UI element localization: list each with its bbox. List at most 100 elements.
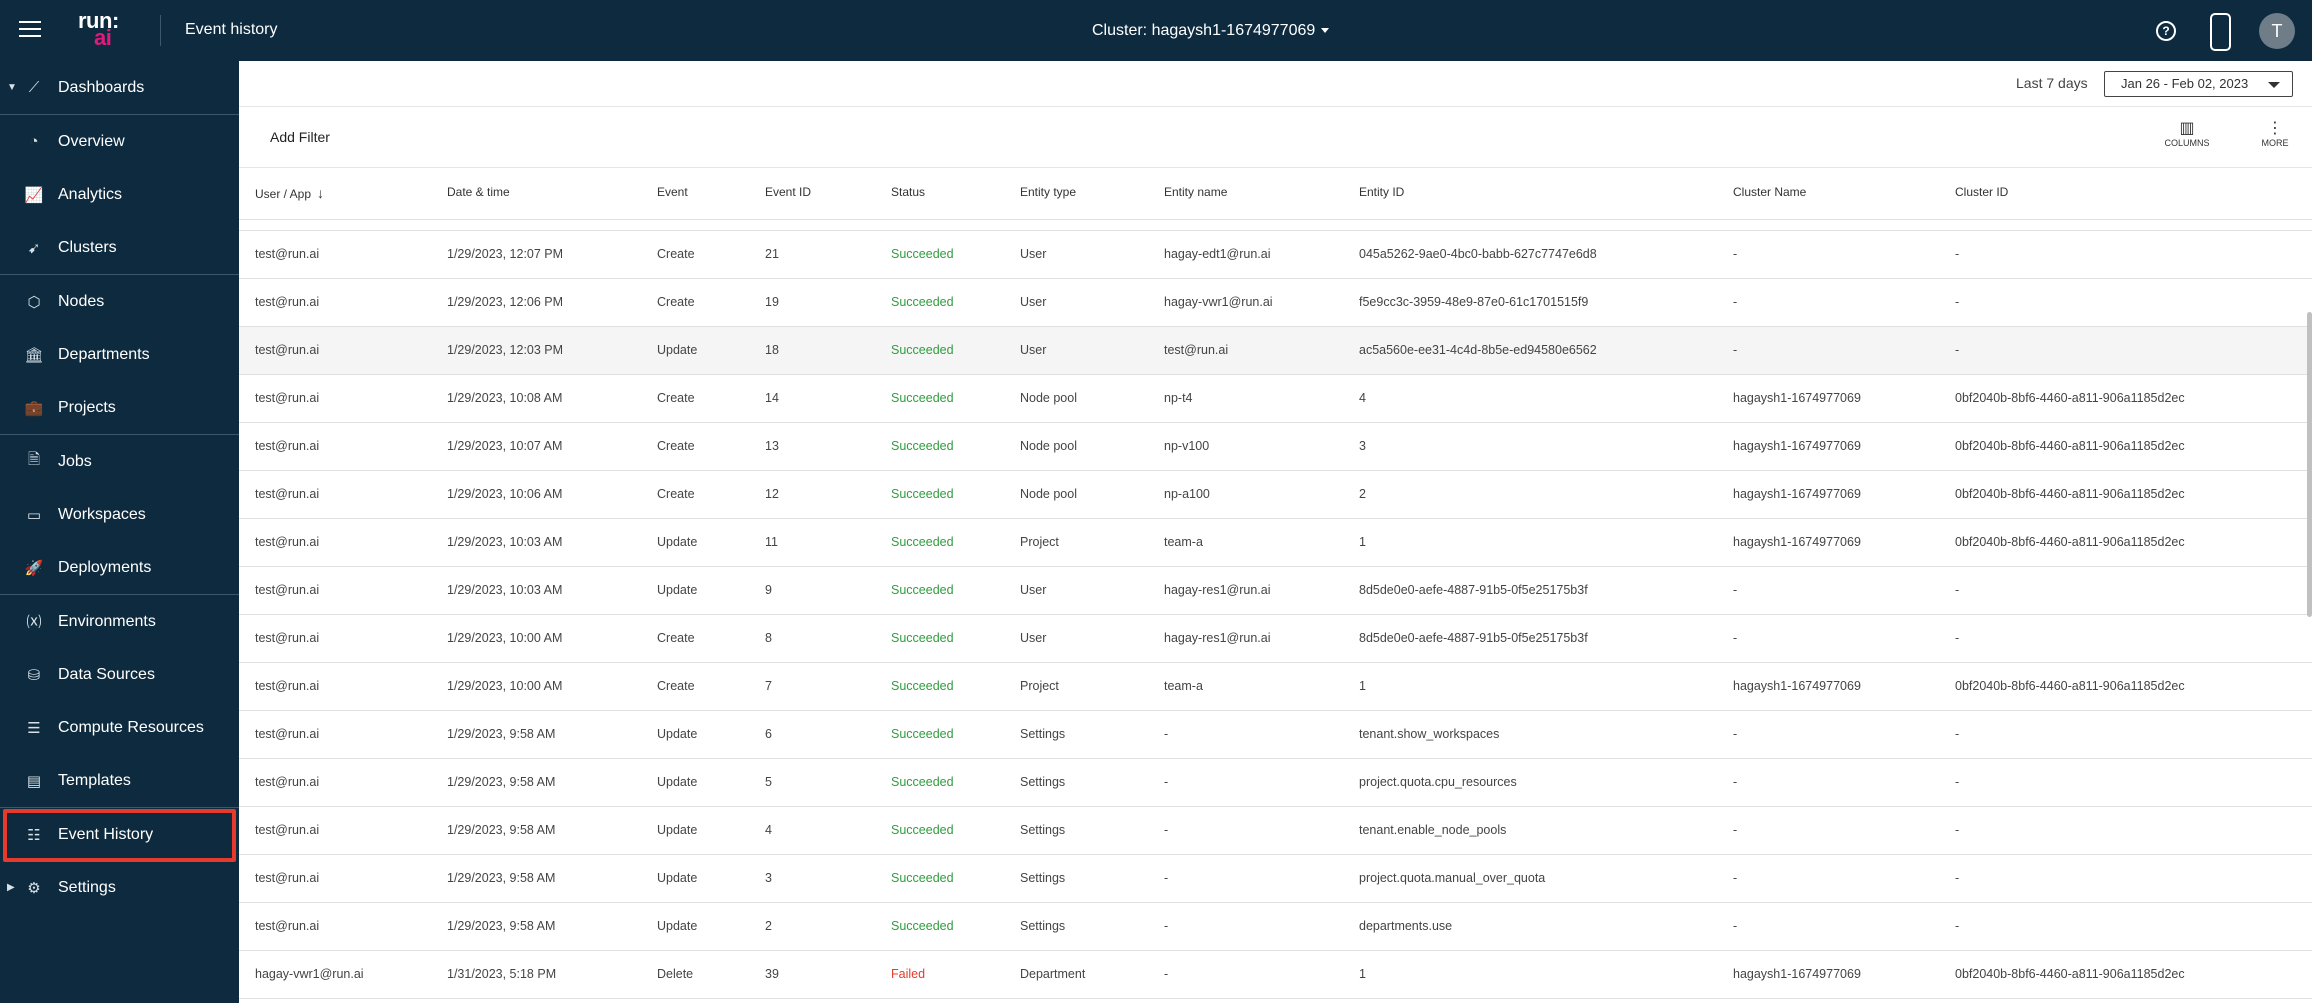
scrollbar-thumb[interactable] <box>2307 312 2312 617</box>
vertical-scrollbar[interactable] <box>2307 207 2312 1003</box>
cell-entity-type: Settings <box>1020 727 1066 741</box>
column-header-label: Event ID <box>765 185 812 199</box>
table-row[interactable]: test@run.ai 1/29/2023, 10:07 AM Create 13 Su… <box>239 423 2312 471</box>
sidebar-item-workspaces[interactable]: ▭ Workspaces <box>0 488 239 541</box>
table-row[interactable]: test@run.ai 1/29/2023, 10:08 AM Create 14 Su… <box>239 375 2312 423</box>
column-header-status[interactable]: Status <box>891 185 925 199</box>
hamburger-menu-icon[interactable] <box>19 21 41 39</box>
sidebar-item-dashboards[interactable]: ▼ ⟋ Dashboards <box>0 61 239 114</box>
cell-event-id: 8 <box>765 631 772 645</box>
cell-status: Succeeded <box>891 871 954 885</box>
sidebar-item-nodes[interactable]: ⬡ Nodes <box>0 275 239 328</box>
column-header-event[interactable]: Event <box>657 185 688 199</box>
add-filter-button[interactable]: Add Filter <box>270 129 330 145</box>
sidebar: ▼ ⟋ Dashboards ◔ Overview 📈 Analytics ➹ Clusters… <box>0 61 239 1003</box>
table-row[interactable]: test@run.ai 1/29/2023, 10:00 AM Create 7 Suc… <box>239 663 2312 711</box>
sidebar-item-settings[interactable]: ▶ ⚙ Settings <box>0 861 239 914</box>
sidebar-item-projects[interactable]: 💼 Projects <box>0 381 239 434</box>
column-header-user-app[interactable]: User / App ↓ <box>255 185 324 201</box>
sidebar-divider <box>0 274 239 275</box>
active-item-highlight <box>3 809 236 862</box>
expand-right-icon[interactable]: ▶ <box>7 882 15 893</box>
sidebar-item-compute-resources[interactable]: ☰ Compute Resources <box>0 701 239 754</box>
sort-arrow-down-icon[interactable]: ↓ <box>317 185 325 201</box>
table-row[interactable]: test@run.ai 1/29/2023, 10:00 AM Create 8 Suc… <box>239 615 2312 663</box>
cell-cluster-id: 0bf2040b-8bf6-4460-a811-906a1185d2ec <box>1955 967 2185 981</box>
cell-event-id: 5 <box>765 775 772 789</box>
cell-entity-id: project.quota.cpu_resources <box>1359 775 1517 789</box>
cell-date-time: 1/29/2023, 10:00 AM <box>447 631 563 645</box>
table-row[interactable]: test@run.ai 1/29/2023, 9:58 AM Update 2 Succ… <box>239 903 2312 951</box>
table-row[interactable]: test@run.ai 1/29/2023, 9:58 AM Update 5 Succ… <box>239 759 2312 807</box>
cell-user-app: test@run.ai <box>255 919 320 933</box>
cell-event-id: 7 <box>765 679 772 693</box>
device-icon[interactable] <box>2210 13 2231 51</box>
table-row[interactable]: test@run.ai 1/29/2023, 12:06 PM Create 19 Su… <box>239 279 2312 327</box>
cell-entity-name: hagay-edt1@run.ai <box>1164 247 1271 261</box>
cell-user-app: test@run.ai <box>255 679 320 693</box>
sidebar-item-departments[interactable]: 🏛 Departments <box>0 328 239 381</box>
cell-cluster-name: - <box>1733 919 1738 933</box>
sidebar-item-environments[interactable]: ⒳ Environments <box>0 595 239 648</box>
sidebar-item-clusters[interactable]: ➹ Clusters <box>0 221 239 274</box>
cell-entity-name: hagay-res1@run.ai <box>1164 631 1271 645</box>
cell-entity-type: Node pool <box>1020 439 1077 453</box>
sidebar-item-label: Environments <box>58 612 156 630</box>
column-header-entity-id[interactable]: Entity ID <box>1359 185 1404 199</box>
sidebar-item-event-history[interactable]: ☷ Event History <box>0 808 239 862</box>
cell-entity-name: np-t4 <box>1164 391 1193 405</box>
cell-event-id: 11 <box>765 535 778 549</box>
sidebar-item-overview[interactable]: ◔ Overview <box>0 115 239 168</box>
cell-date-time: 1/29/2023, 9:58 AM <box>447 919 556 933</box>
sidebar-item-templates[interactable]: ▤ Templates <box>0 754 239 807</box>
cell-entity-name: - <box>1164 823 1169 837</box>
runai-logo[interactable]: run: ai <box>78 10 134 52</box>
column-header-label: Cluster ID <box>1955 185 2009 199</box>
more-vert-icon: ⋮ <box>2267 120 2283 137</box>
table-row[interactable]: hagay-vwr1@run.ai 1/31/2023, 5:18 PM Delet… <box>239 951 2312 999</box>
cluster-selector[interactable]: Cluster: hagaysh1-1674977069 <box>1092 22 1330 40</box>
sidebar-item-label: Workspaces <box>58 505 146 523</box>
cell-entity-type: Settings <box>1020 775 1066 789</box>
column-header-date-time[interactable]: Date & time <box>447 185 510 199</box>
cell-entity-type: Node pool <box>1020 487 1077 501</box>
table-row[interactable]: test@run.ai 1/29/2023, 9:58 AM Update 3 Succ… <box>239 855 2312 903</box>
table-row[interactable]: test@run.ai 1/29/2023, 10:06 AM Create 12 Su… <box>239 471 2312 519</box>
sidebar-item-analytics[interactable]: 📈 Analytics <box>0 168 239 221</box>
table-row[interactable]: test@run.ai 1/29/2023, 9:58 AM Update 6 Succ… <box>239 711 2312 759</box>
cell-event: Update <box>657 727 698 741</box>
user-avatar[interactable]: T <box>2259 13 2295 49</box>
column-header-label: Entity name <box>1164 185 1228 199</box>
more-button[interactable]: ⋮ MORE <box>2245 120 2305 148</box>
column-header-cluster-name[interactable]: Cluster Name <box>1733 185 1806 199</box>
settings-icon: ⚙ <box>27 879 41 897</box>
column-header-entity-name[interactable]: Entity name <box>1164 185 1227 199</box>
table-row[interactable]: test@run.ai 1/29/2023, 10:03 AM Update 9 Suc… <box>239 567 2312 615</box>
table-row[interactable]: test@run.ai 1/29/2023, 12:03 PM Update 18 Su… <box>239 327 2312 375</box>
column-header-cluster-id[interactable]: Cluster ID <box>1955 185 2008 199</box>
date-range-select[interactable]: Jan 26 - Feb 02, 2023 <box>2104 71 2293 97</box>
sidebar-item-label: Nodes <box>58 292 105 310</box>
cell-entity-type: Department <box>1020 967 1086 981</box>
cell-date-time: 1/29/2023, 10:07 AM <box>447 439 563 453</box>
cell-entity-name: hagay-res1@run.ai <box>1164 583 1271 597</box>
sidebar-item-data-sources[interactable]: ⛁ Data Sources <box>0 648 239 701</box>
columns-button[interactable]: ▥ COLUMNS <box>2157 120 2217 148</box>
sidebar-item-jobs[interactable]: 🗎 Jobs <box>0 435 239 488</box>
cell-user-app: test@run.ai <box>255 631 320 645</box>
help-icon[interactable]: ? <box>2156 21 2176 41</box>
cell-cluster-id: - <box>1955 775 1960 789</box>
cell-date-time: 1/29/2023, 10:08 AM <box>447 391 563 405</box>
cell-entity-name: - <box>1164 727 1169 741</box>
sidebar-item-deployments[interactable]: 🚀 Deployments <box>0 541 239 594</box>
column-header-event-id[interactable]: Event ID <box>765 185 811 199</box>
table-row[interactable]: test@run.ai 1/29/2023, 10:03 AM Update 11 Su… <box>239 519 2312 567</box>
date-range-bar: Last 7 days Jan 26 - Feb 02, 2023 <box>239 61 2312 107</box>
sidebar-item-label: Dashboards <box>58 78 145 96</box>
table-row[interactable]: test@run.ai 1/29/2023, 9:58 AM Update 4 Succ… <box>239 807 2312 855</box>
expand-down-icon[interactable]: ▼ <box>7 82 17 93</box>
column-header-entity-type[interactable]: Entity type <box>1020 185 1076 199</box>
sidebar-divider <box>0 434 239 435</box>
cell-cluster-name: hagaysh1-1674977069 <box>1733 679 1861 693</box>
table-row[interactable]: test@run.ai 1/29/2023, 12:07 PM Create 21 Su… <box>239 231 2312 279</box>
